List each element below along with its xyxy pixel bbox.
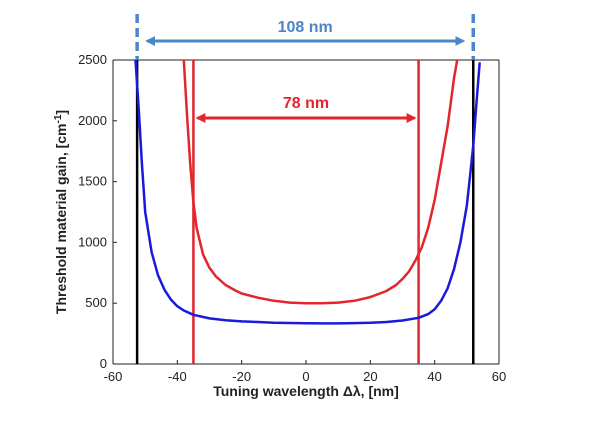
label-78nm: 78 nm (283, 95, 329, 112)
x-tick-label: 60 (492, 369, 506, 384)
label-108nm: 108 nm (278, 19, 333, 36)
y-tick-label: 500 (85, 295, 107, 310)
x-axis-title: Tuning wavelength Δλ, [nm] (213, 383, 399, 399)
x-tick-label: -40 (168, 369, 187, 384)
x-tick-label: 40 (427, 369, 441, 384)
y-tick-label: 2000 (78, 113, 107, 128)
y-tick-label: 0 (100, 356, 107, 371)
y-axis-title: Threshold material gain, [cm-1] (53, 110, 70, 314)
y-axis-title-end: ] (53, 110, 69, 115)
y-ticks: 0 500 1000 1500 2000 2500 (78, 52, 117, 371)
series-line-1 (182, 60, 459, 305)
x-ticks: -60 -40 -20 0 20 40 60 (104, 360, 506, 384)
x-tick-label: -20 (232, 369, 251, 384)
vertical-lines (135, 60, 475, 364)
y-tick-label: 1500 (78, 174, 107, 189)
range-markers-108 (135, 14, 476, 60)
y-axis-title-sup: -1 (53, 114, 64, 123)
x-tick-label: 0 (302, 369, 309, 384)
series-line-0 (134, 60, 481, 325)
y-tick-label: 2500 (78, 52, 107, 67)
y-tick-label: 1000 (78, 234, 107, 249)
y-axis-title-main: Threshold material gain, [cm (53, 123, 69, 314)
x-tick-label: 20 (363, 369, 377, 384)
x-tick-label: -60 (104, 369, 123, 384)
series-group (134, 60, 481, 325)
